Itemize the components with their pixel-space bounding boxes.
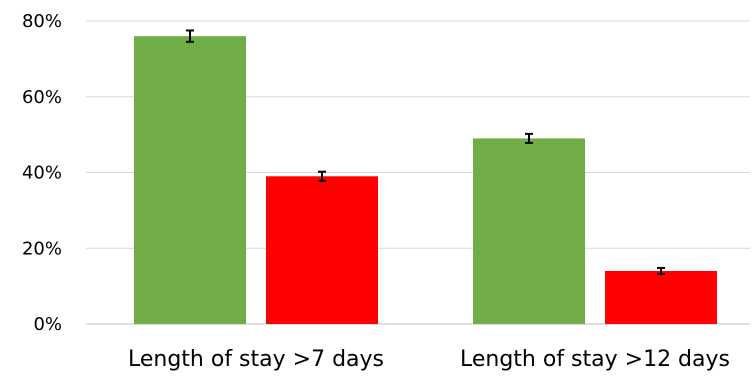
error-bar-red-1 [318,170,326,182]
bars [134,36,717,325]
error-bars [186,29,665,276]
x-category-label: Length of stay >12 days [460,347,730,372]
bar-green-1 [134,36,246,325]
y-tick-label: 80% [22,11,62,32]
y-tick-label: 20% [22,238,62,259]
y-tick-label: 40% [22,163,62,184]
error-bar-green-2 [525,132,533,144]
error-bar-green-1 [186,29,194,43]
x-axis: Length of stay >7 days Length of stay >12… [128,347,730,372]
bar-green-2 [473,138,585,324]
bar-red-2 [605,270,717,324]
bar-red-1 [266,176,378,324]
y-tick-label: 0% [33,314,62,335]
y-axis: 0% 20% 40% 60% 80% [22,11,62,335]
y-tick-label: 60% [22,87,62,108]
error-bar-red-2 [657,266,665,276]
x-category-label: Length of stay >7 days [128,347,384,372]
